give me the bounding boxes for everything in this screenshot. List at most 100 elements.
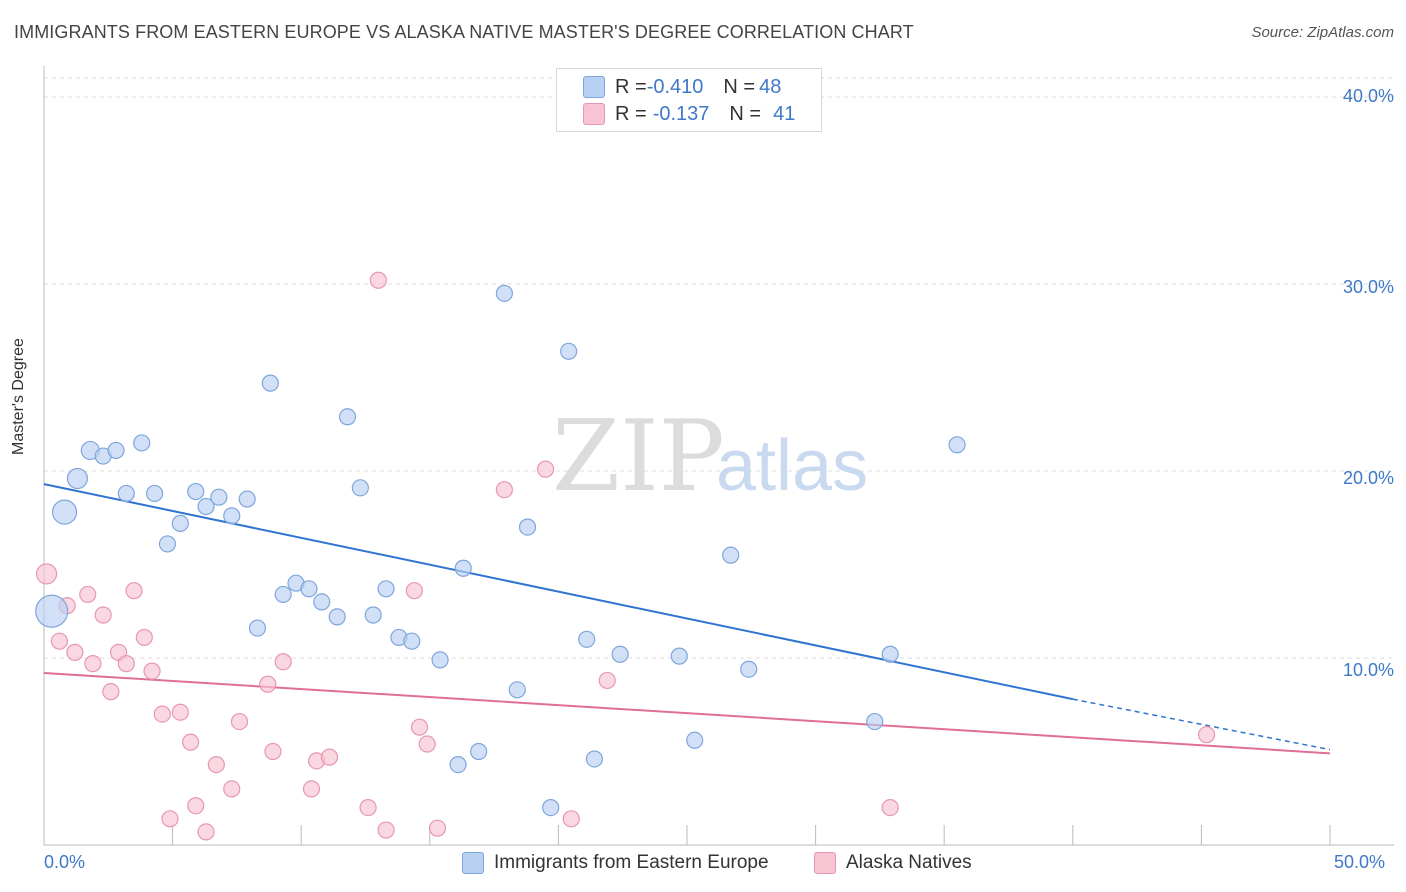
data-point-blue bbox=[449, 755, 467, 774]
trend-line-blue-extension bbox=[1072, 698, 1331, 751]
data-point-blue bbox=[560, 342, 578, 360]
data-point-pink bbox=[161, 810, 179, 828]
data-point-pink bbox=[135, 628, 153, 647]
legend-n-value: 48 bbox=[759, 75, 782, 98]
data-point-pink bbox=[369, 271, 387, 289]
data-point-pink bbox=[562, 810, 580, 828]
data-point-blue bbox=[508, 681, 526, 699]
stats-legend: R = -0.410 N = 48 R = -0.137 N = 41 bbox=[556, 68, 822, 132]
data-point-blue bbox=[578, 630, 596, 648]
data-point-blue bbox=[495, 284, 513, 302]
legend-n-label: N = bbox=[729, 102, 762, 125]
data-point-blue bbox=[238, 490, 256, 508]
blue-swatch-icon bbox=[583, 76, 605, 98]
data-point-pink bbox=[536, 460, 555, 478]
data-point-pink bbox=[302, 780, 321, 798]
data-point-pink bbox=[223, 780, 241, 798]
data-point-blue bbox=[107, 441, 125, 460]
series-name: Alaska Natives bbox=[846, 852, 972, 873]
y-tick-label: 20.0% bbox=[1342, 468, 1394, 488]
data-point-blue bbox=[740, 660, 758, 678]
data-point-pink bbox=[598, 671, 616, 690]
data-point-blue bbox=[881, 645, 899, 663]
data-point-pink bbox=[50, 632, 69, 650]
data-point-pink bbox=[359, 798, 377, 817]
data-point-blue bbox=[187, 482, 205, 501]
data-point-blue bbox=[431, 651, 449, 669]
data-point-pink bbox=[197, 823, 215, 841]
data-point-pink bbox=[264, 742, 282, 761]
data-point-blue bbox=[274, 585, 292, 604]
data-point-pink bbox=[35, 563, 58, 585]
data-point-pink bbox=[102, 683, 120, 701]
x-tick-label-min: 0.0% bbox=[44, 852, 86, 872]
data-point-blue bbox=[611, 645, 629, 663]
legend-row-pink: R = -0.137 N = 41 bbox=[583, 102, 795, 126]
data-point-blue bbox=[686, 731, 704, 749]
legend-row-blue: R = -0.410 N = 48 bbox=[583, 75, 781, 99]
data-point-blue bbox=[35, 594, 69, 628]
data-point-pink bbox=[171, 703, 189, 721]
y-tick-label: 30.0% bbox=[1342, 277, 1394, 297]
data-point-pink bbox=[230, 712, 249, 731]
data-point-blue bbox=[328, 608, 346, 626]
y-axis-label: Master's Degree bbox=[10, 338, 27, 455]
trend-line-blue bbox=[43, 483, 1074, 701]
data-point-blue bbox=[300, 580, 318, 598]
data-point-blue bbox=[66, 467, 89, 490]
data-point-pink bbox=[66, 643, 84, 661]
data-point-blue bbox=[145, 484, 164, 503]
y-tick-label: 10.0% bbox=[1342, 660, 1394, 680]
data-point-blue bbox=[313, 593, 331, 611]
data-point-blue bbox=[197, 497, 215, 516]
blue-swatch-icon bbox=[462, 852, 484, 874]
data-point-blue bbox=[51, 499, 78, 525]
data-point-pink bbox=[274, 653, 292, 671]
chart-title: IMMIGRANTS FROM EASTERN EUROPE VS ALASKA… bbox=[14, 22, 914, 42]
data-point-pink bbox=[405, 582, 423, 600]
legend-r-label: R = bbox=[615, 75, 647, 98]
data-point-blue bbox=[351, 479, 369, 497]
data-point-blue bbox=[542, 798, 560, 817]
data-point-pink bbox=[881, 798, 899, 817]
data-point-pink bbox=[377, 821, 395, 839]
data-point-blue bbox=[117, 484, 135, 503]
data-point-blue bbox=[171, 514, 189, 532]
data-point-pink bbox=[79, 585, 97, 604]
data-point-pink bbox=[1197, 726, 1216, 744]
data-point-blue bbox=[948, 436, 966, 454]
data-point-pink bbox=[207, 755, 225, 774]
legend-n-value: 41 bbox=[773, 102, 796, 125]
watermark-zip: ZIP bbox=[552, 400, 725, 514]
data-point-blue bbox=[403, 632, 421, 650]
data-point-blue bbox=[585, 750, 604, 768]
data-point-pink bbox=[117, 655, 135, 673]
data-point-pink bbox=[94, 606, 112, 624]
data-points bbox=[35, 271, 1216, 841]
data-point-pink bbox=[125, 582, 143, 600]
data-point-pink bbox=[428, 819, 447, 837]
data-point-pink bbox=[182, 733, 200, 751]
legend-r-value: -0.410 bbox=[646, 75, 704, 98]
pink-swatch-icon bbox=[583, 103, 605, 125]
data-point-blue bbox=[866, 712, 884, 731]
data-point-pink bbox=[187, 797, 205, 815]
data-point-blue bbox=[470, 742, 488, 761]
trend-lines bbox=[43, 483, 1331, 755]
data-point-blue bbox=[377, 580, 395, 598]
data-point-blue bbox=[338, 408, 357, 426]
data-point-pink bbox=[259, 675, 277, 693]
data-point-blue bbox=[454, 559, 472, 577]
data-point-pink bbox=[320, 748, 339, 766]
watermark-atlas: atlas bbox=[716, 426, 868, 506]
data-point-blue bbox=[248, 619, 267, 637]
data-point-blue bbox=[261, 374, 279, 392]
pink-swatch-icon bbox=[814, 852, 836, 874]
legend-r-label: R = bbox=[615, 102, 647, 125]
series-legend-blue: Immigrants from Eastern Europe bbox=[462, 852, 769, 874]
trend-line-pink bbox=[43, 671, 1331, 755]
data-point-blue bbox=[670, 647, 688, 665]
legend-n-label: N = bbox=[723, 75, 756, 98]
data-point-pink bbox=[418, 735, 436, 753]
